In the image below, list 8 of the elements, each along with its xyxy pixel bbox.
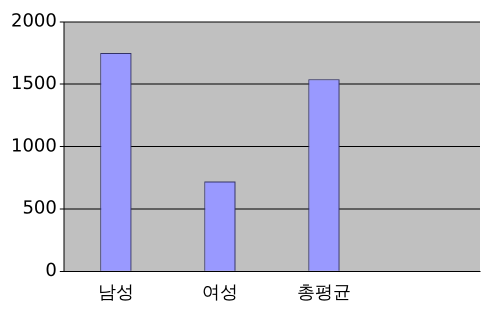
x-tick-label: 남성 [98,282,134,303]
y-tick-label: 1000 [10,135,57,156]
y-tick-label: 2000 [10,10,57,32]
y-tick-label: 1500 [10,72,57,94]
y-tick-label: 0 [45,260,57,282]
x-tick-label: 여성 [202,282,238,303]
x-tick-label: 총평균 [296,282,351,303]
y-tick-label: 500 [22,198,57,219]
